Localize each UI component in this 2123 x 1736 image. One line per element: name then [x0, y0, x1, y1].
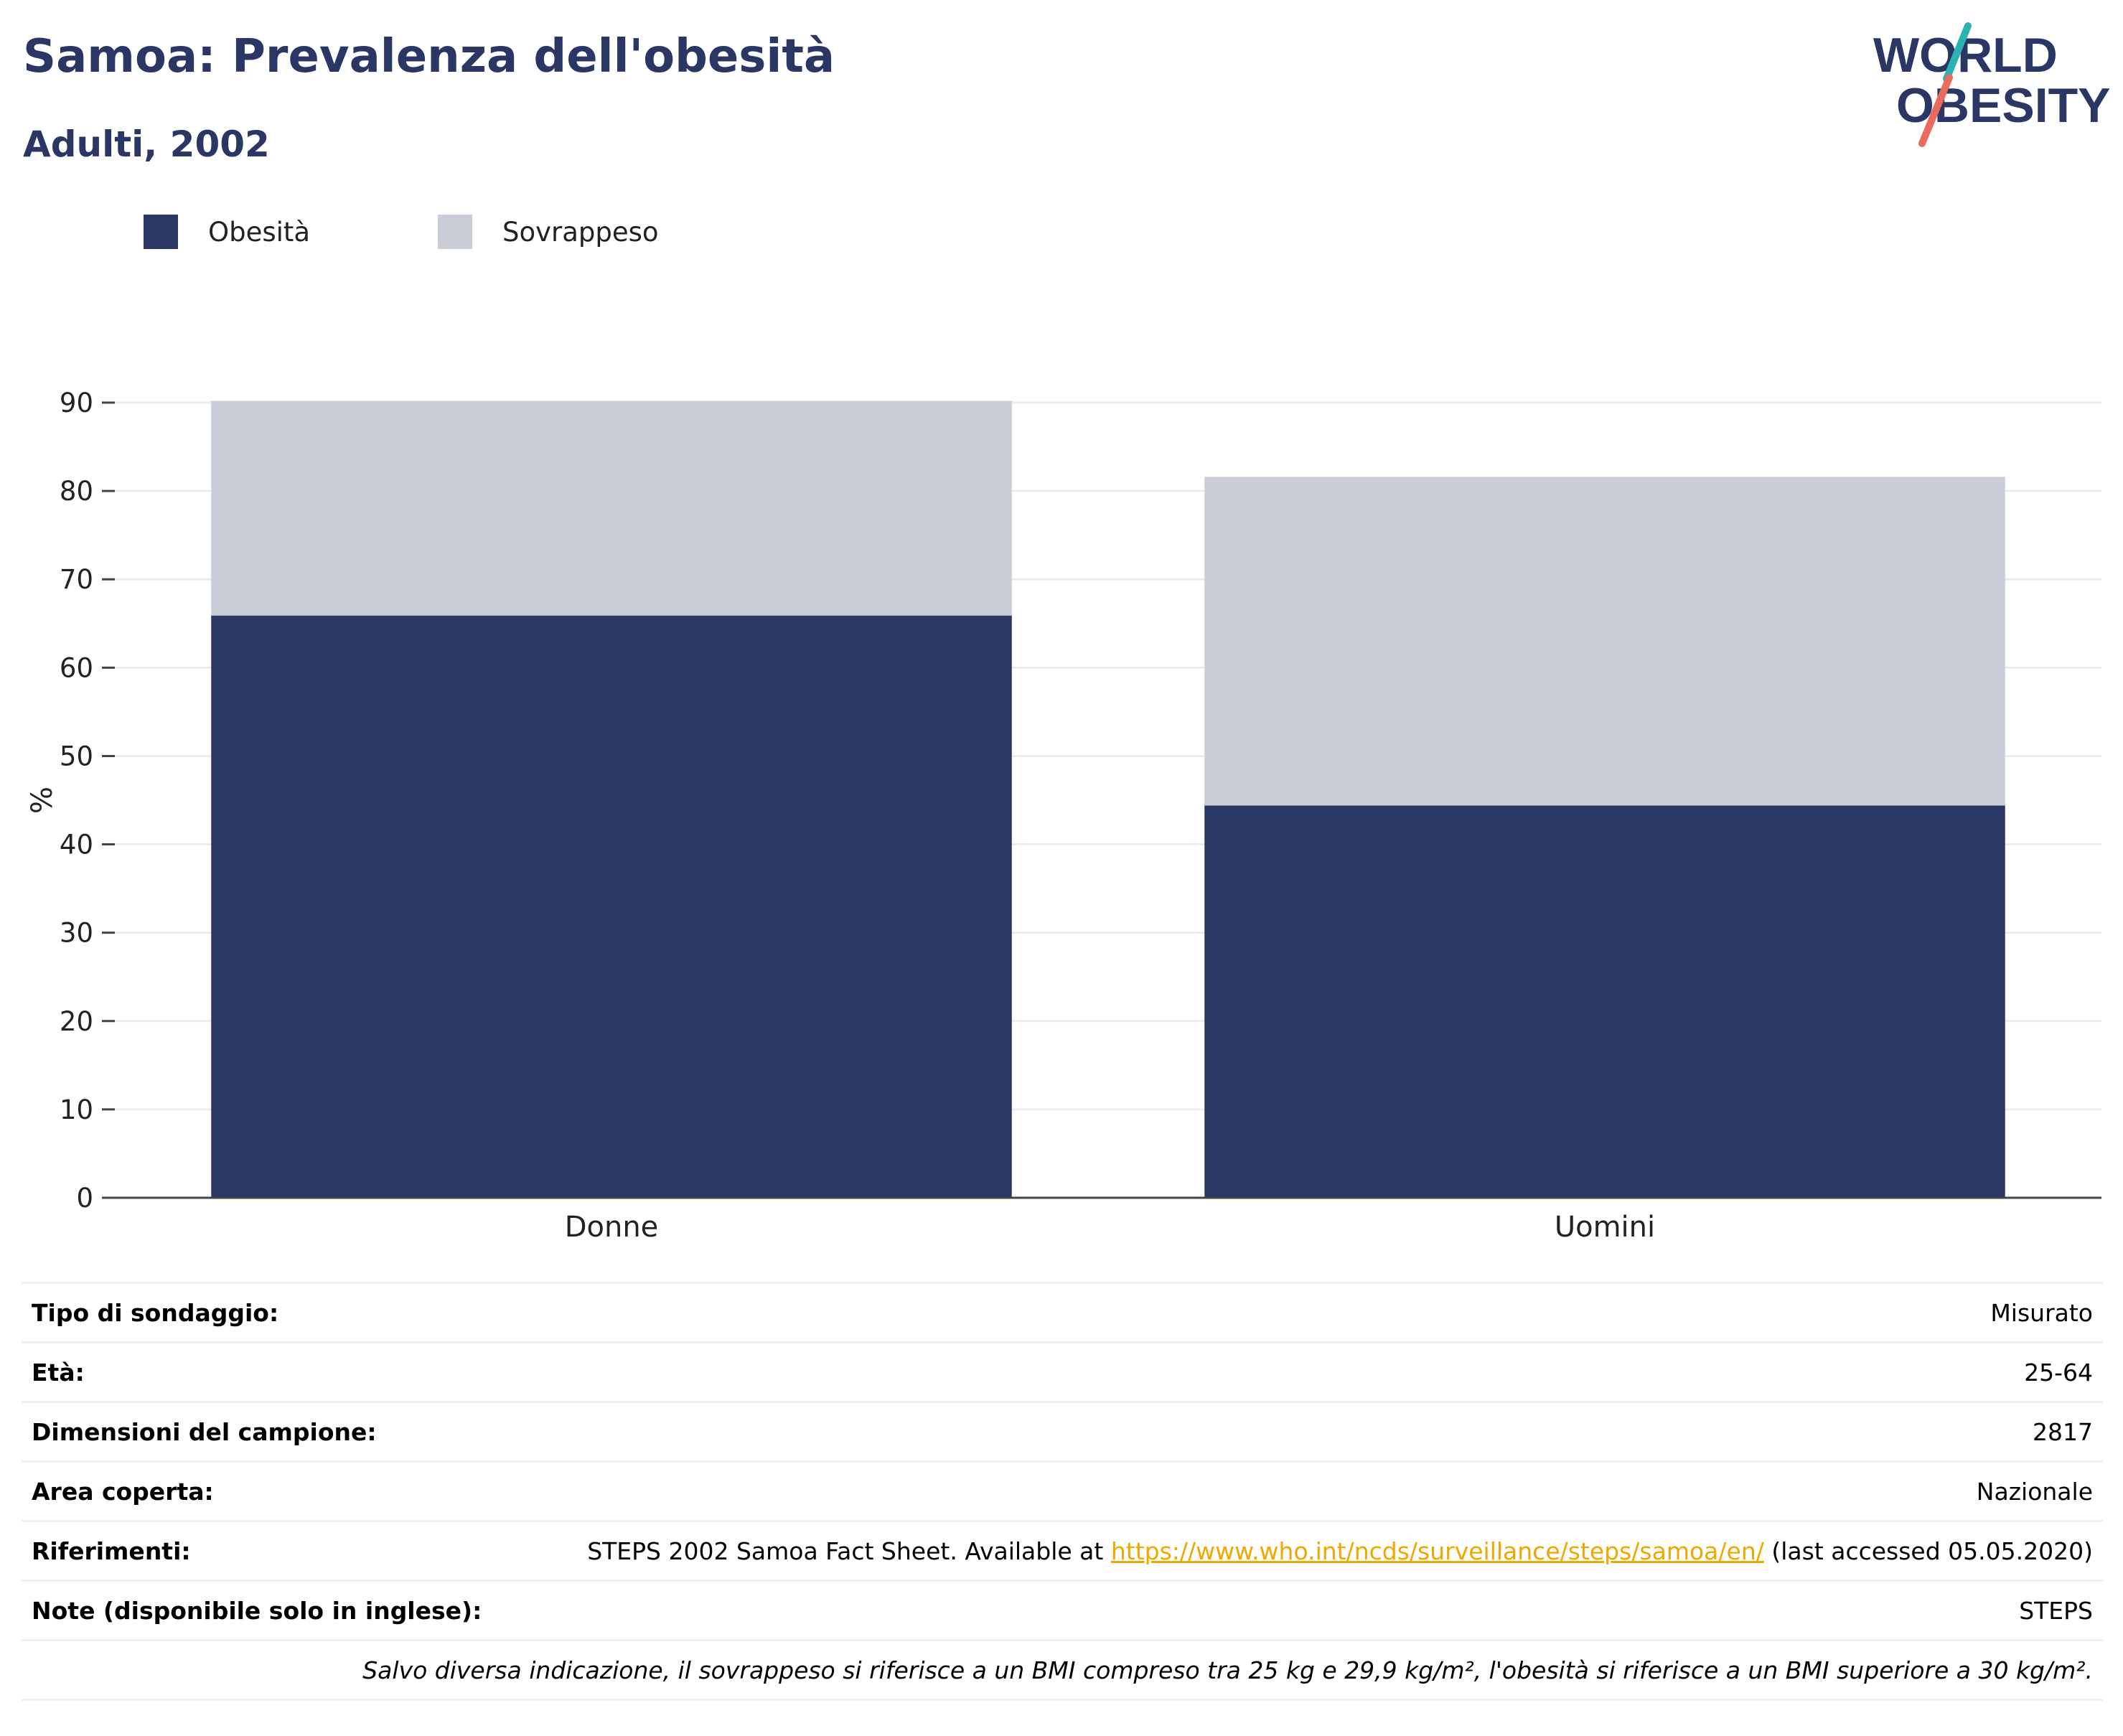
y-tick-label: 20	[60, 1006, 93, 1037]
info-key: Note (disponibile solo in inglese):	[22, 1580, 512, 1641]
bar-chart: 0 10 20 30 40 50 60 70 80 90% Donne Uomini	[26, 388, 2101, 1244]
logo-slash-coral	[1918, 74, 1953, 147]
y-tick-label: 40	[60, 830, 93, 860]
chart-subtitle: Adulti, 2002	[23, 123, 270, 165]
chart-title: Samoa: Prevalenza dell'obesità	[23, 30, 835, 83]
y-tick-label: 30	[60, 918, 93, 949]
info-value: Misurato	[512, 1282, 2103, 1343]
y-tick-label: 70	[60, 564, 93, 595]
y-tick-label: 60	[60, 652, 93, 683]
y-tick-label: 50	[60, 741, 93, 771]
references-prefix: STEPS 2002 Samoa Fact Sheet. Available a…	[587, 1536, 1111, 1565]
world-obesity-logo: WORLD OBESITY	[1873, 22, 2110, 147]
info-value: 2817	[512, 1401, 2103, 1462]
legend-label-obesita: Obesità	[208, 216, 311, 248]
info-key: Dimensioni del campione:	[22, 1401, 512, 1462]
legend-swatch-sovrappeso	[438, 215, 472, 249]
info-row-notes: Note (disponibile solo in inglese): STEP…	[22, 1580, 2103, 1641]
legend-label-sovrappeso: Sovrappeso	[502, 216, 659, 248]
x-tick-label: Donne	[565, 1211, 659, 1244]
info-key: Età:	[22, 1341, 512, 1402]
y-tick-label: 0	[76, 1183, 93, 1214]
info-row-area: Area coperta: Nazionale	[22, 1460, 2103, 1521]
bar-sovrappeso-donne	[211, 400, 1012, 616]
references-link[interactable]: https://www.who.int/ncds/surveillance/st…	[1110, 1536, 1764, 1565]
bar-obesit--donne	[211, 615, 1012, 1198]
y-tick-label: 10	[60, 1094, 93, 1125]
info-key: Riferimenti:	[22, 1520, 512, 1581]
y-tick-label: 90	[60, 388, 93, 418]
info-key: Area coperta:	[22, 1460, 512, 1521]
legend-swatch-obesita	[144, 215, 178, 249]
legend-item-obesita[interactable]: Obesità	[144, 212, 310, 251]
references-value: STEPS 2002 Samoa Fact Sheet. Available a…	[512, 1520, 2103, 1581]
y-axis-label: %	[26, 787, 59, 814]
info-row-footnote: Salvo diversa indicazione, il sovrappeso…	[22, 1639, 2103, 1701]
info-row-age: Età: 25-64	[22, 1341, 2103, 1402]
bar-sovrappeso-uomini	[1204, 477, 2005, 806]
bar-obesit--uomini	[1204, 805, 2005, 1198]
info-row-sample-size: Dimensioni del campione: 2817	[22, 1401, 2103, 1462]
references-suffix: (last accessed 05.05.2020)	[1763, 1536, 2093, 1565]
logo-slash-teal	[1943, 22, 1972, 83]
x-tick-label: Uomini	[1555, 1211, 1655, 1244]
info-value: 25-64	[512, 1341, 2103, 1402]
info-key: Tipo di sondaggio:	[22, 1282, 512, 1343]
info-value: STEPS	[512, 1580, 2103, 1641]
info-row-survey-type: Tipo di sondaggio: Misurato	[22, 1282, 2103, 1343]
info-value: Nazionale	[512, 1460, 2103, 1521]
legend-item-sovrappeso[interactable]: Sovrappeso	[438, 212, 659, 251]
info-row-references: Riferimenti: STEPS 2002 Samoa Fact Sheet…	[22, 1520, 2103, 1581]
survey-info-table: Tipo di sondaggio: Misurato Età: 25-64 D…	[22, 1282, 2103, 1701]
y-tick-label: 80	[60, 476, 93, 507]
footnote: Salvo diversa indicazione, il sovrappeso…	[22, 1639, 2103, 1701]
